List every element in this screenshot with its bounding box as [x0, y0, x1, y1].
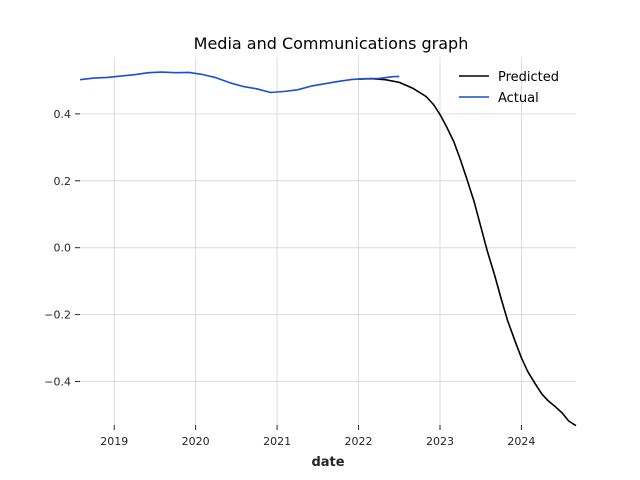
- x-tick-label: 2019: [100, 435, 128, 448]
- y-tick-label: 0.4: [54, 108, 72, 121]
- y-tick-label: 0.2: [54, 175, 72, 188]
- y-tick-label: −0.2: [44, 309, 71, 322]
- legend-label-predicted: Predicted: [498, 70, 559, 85]
- y-tick-label: 0.0: [54, 242, 72, 255]
- y-tick-label: −0.4: [44, 376, 71, 389]
- x-tick-label: 2023: [426, 435, 454, 448]
- x-tick-label: 2021: [263, 435, 291, 448]
- chart-title: Media and Communications graph: [194, 34, 469, 53]
- grid-lines: [80, 57, 576, 425]
- legend-label-actual: Actual: [498, 91, 539, 106]
- x-axis-label: date: [311, 455, 344, 470]
- series-line-actual: [79, 71, 400, 94]
- series-lines: [79, 71, 577, 427]
- x-tick-label: 2022: [345, 435, 373, 448]
- x-tick-label: 2024: [507, 435, 535, 448]
- x-tick-label: 2020: [182, 435, 210, 448]
- tick-labels: 2019 2020 2021 2022 2023 2024 0.4 0.2 0.0 −0.2 −0.…: [44, 108, 535, 448]
- series-line-predicted: [358, 77, 577, 427]
- legend: Predicted Actual: [459, 70, 559, 106]
